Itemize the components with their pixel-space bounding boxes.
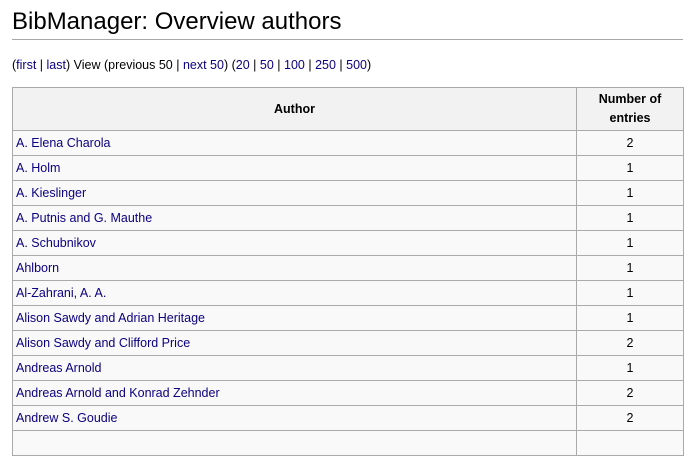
author-cell: Andreas Arnold (12, 355, 577, 381)
author-cell: A. Putnis and G. Mauthe (12, 205, 577, 231)
author-cell: Al-Zahrani, A. A. (12, 280, 577, 306)
previous-label: previous 50 (108, 58, 173, 72)
limit-50[interactable]: 50 (259, 58, 274, 72)
table-row: Alison Sawdy and Adrian Heritage 1 (12, 305, 684, 331)
author-link[interactable]: Alison Sawdy and Clifford Price (16, 336, 191, 350)
author-cell: A. Schubnikov (12, 230, 577, 256)
author-link[interactable]: Andreas Arnold and Konrad Zehnder (16, 386, 220, 400)
author-link[interactable]: Ahlborn (16, 261, 60, 275)
author-cell: Andreas Arnold and Konrad Zehnder (12, 380, 577, 406)
limit-500[interactable]: 500 (346, 58, 367, 72)
count-cell: 1 (576, 255, 684, 281)
author-cell: Alison Sawdy and Adrian Heritage (12, 305, 577, 331)
count-cell: 1 (576, 280, 684, 306)
table-row: Alison Sawdy and Clifford Price 2 (12, 330, 684, 356)
author-cell: A. Kieslinger (12, 180, 577, 206)
author-cell: A. Holm (12, 155, 577, 181)
count-cell: 2 (576, 130, 684, 156)
count-header: Number of entries (576, 87, 684, 131)
table-row: Andreas Arnold 1 (12, 355, 684, 381)
authors-table: Author Number of entries A. Elena Charol… (12, 87, 684, 456)
author-link[interactable]: A. Kieslinger (16, 186, 87, 200)
author-link[interactable]: A. Putnis and G. Mauthe (16, 211, 153, 225)
count-cell: 1 (576, 155, 684, 181)
table-row: Andrew S. Goudie 2 (12, 405, 684, 431)
count-cell: 2 (576, 405, 684, 431)
author-link[interactable]: A. Holm (16, 161, 61, 175)
author-cell: A. Elena Charola (12, 130, 577, 156)
author-link[interactable]: Alison Sawdy and Adrian Heritage (16, 311, 206, 325)
count-cell: 1 (576, 305, 684, 331)
table-row: Al-Zahrani, A. A. 1 (12, 280, 684, 306)
author-header: Author (12, 87, 577, 131)
author-link[interactable]: A. Schubnikov (16, 236, 96, 250)
count-cell (576, 430, 684, 456)
table-row: Ahlborn 1 (12, 255, 684, 281)
view-label: View (73, 58, 101, 72)
first-link[interactable]: first (16, 58, 37, 72)
author-cell: Andrew S. Goudie (12, 405, 577, 431)
author-link[interactable]: Al-Zahrani, A. A. (16, 286, 107, 300)
next-link[interactable]: next 50 (182, 58, 224, 72)
count-cell: 2 (576, 380, 684, 406)
limit-20[interactable]: 20 (235, 58, 250, 72)
page-title: BibManager: Overview authors (12, 8, 683, 40)
table-row: A. Kieslinger 1 (12, 180, 684, 206)
count-cell: 2 (576, 330, 684, 356)
table-row: A. Putnis and G. Mauthe 1 (12, 205, 684, 231)
author-cell: Alison Sawdy and Clifford Price (12, 330, 577, 356)
author-cell: Ahlborn (12, 255, 577, 281)
author-link[interactable]: A. Elena Charola (16, 136, 111, 150)
author-cell (12, 430, 577, 456)
pagination: (first | last) View (previous 50 | next … (12, 58, 372, 72)
limit-100[interactable]: 100 (284, 58, 305, 72)
limit-250[interactable]: 250 (315, 58, 336, 72)
count-cell: 1 (576, 355, 684, 381)
author-link[interactable]: Andreas Arnold (16, 361, 102, 375)
table-row: A. Schubnikov 1 (12, 230, 684, 256)
author-link[interactable]: Andrew S. Goudie (16, 411, 118, 425)
table-row: A. Holm 1 (12, 155, 684, 181)
count-cell: 1 (576, 205, 684, 231)
table-row: A. Elena Charola 2 (12, 130, 684, 156)
table-row (12, 430, 684, 456)
count-cell: 1 (576, 230, 684, 256)
last-link[interactable]: last (46, 58, 66, 72)
count-cell: 1 (576, 180, 684, 206)
table-row: Andreas Arnold and Konrad Zehnder 2 (12, 380, 684, 406)
